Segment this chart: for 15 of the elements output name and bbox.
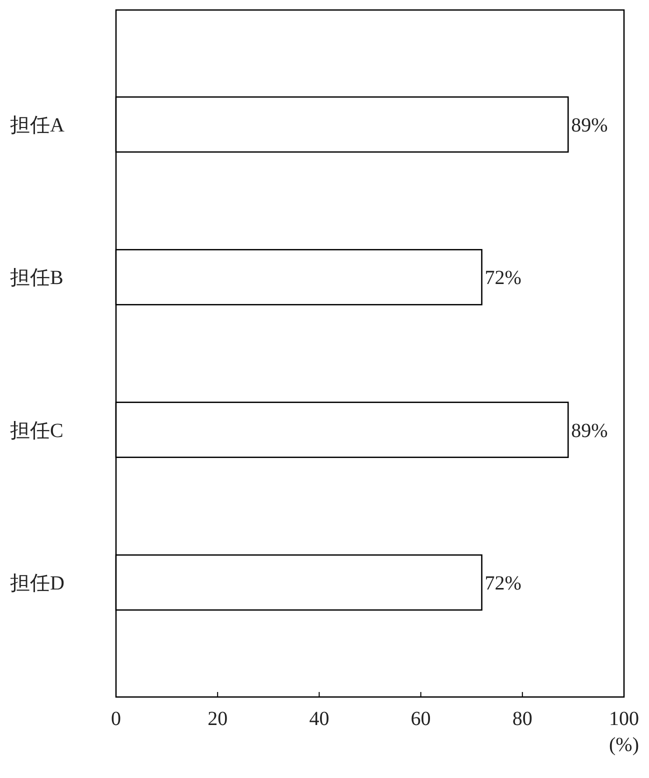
x-tick-label: 40 xyxy=(309,708,330,730)
data-label: 89% xyxy=(571,114,608,136)
x-tick-label: 80 xyxy=(512,708,532,730)
data-label: 72% xyxy=(484,267,522,290)
y-tick-label: 担任D xyxy=(10,572,64,594)
y-tick-label: 担任A xyxy=(10,114,65,136)
x-axis-title: (%) xyxy=(609,734,639,756)
y-tick-label: 担任C xyxy=(10,420,64,442)
y-tick-label: 担任B xyxy=(10,267,64,290)
data-label: 72% xyxy=(484,572,522,594)
x-tick-label: 60 xyxy=(410,708,431,730)
x-tick-label: 20 xyxy=(208,708,228,730)
x-tick-label: 100 xyxy=(609,708,639,730)
data-label: 89% xyxy=(571,420,608,442)
x-tick-label: 0 xyxy=(111,708,121,730)
